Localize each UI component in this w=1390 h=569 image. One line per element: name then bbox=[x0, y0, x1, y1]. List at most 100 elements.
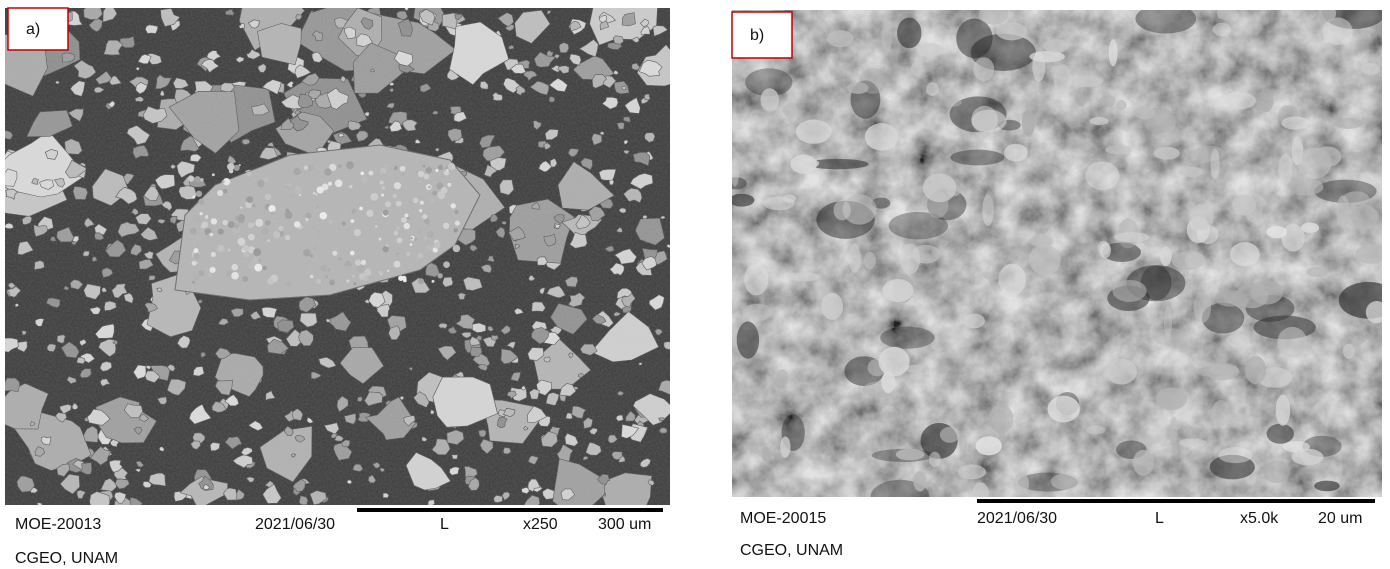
grain bbox=[731, 158, 739, 186]
grain bbox=[1047, 396, 1079, 423]
scale-bar bbox=[977, 499, 1375, 503]
grain bbox=[1366, 301, 1388, 323]
grain bbox=[1043, 39, 1069, 53]
grain bbox=[882, 279, 913, 302]
grain bbox=[1215, 290, 1247, 306]
sem-image-b bbox=[725, 0, 1390, 514]
grain bbox=[1277, 327, 1307, 358]
grain bbox=[976, 436, 1002, 455]
cavity bbox=[737, 321, 759, 358]
institution: CGEO, UNAM bbox=[15, 550, 118, 567]
grain bbox=[776, 369, 788, 387]
grain bbox=[923, 173, 957, 202]
cavity bbox=[880, 327, 934, 349]
grain bbox=[959, 433, 967, 453]
grain bbox=[879, 347, 910, 377]
grain bbox=[761, 446, 770, 461]
cavity bbox=[1135, 4, 1196, 34]
grain bbox=[1105, 145, 1132, 154]
grain bbox=[864, 252, 876, 270]
grain bbox=[1210, 148, 1219, 179]
grain bbox=[1292, 449, 1324, 465]
grain bbox=[1218, 447, 1252, 463]
grain bbox=[1106, 359, 1137, 385]
grain bbox=[1029, 245, 1061, 275]
grain bbox=[763, 196, 794, 210]
date: 2021/06/30 bbox=[977, 510, 1057, 527]
sample-id: MOE-20013 bbox=[15, 516, 101, 533]
grain bbox=[1318, 4, 1336, 22]
grain bbox=[760, 88, 779, 111]
grain bbox=[940, 427, 960, 443]
grain bbox=[833, 200, 850, 220]
grain bbox=[1075, 92, 1087, 106]
grain bbox=[918, 43, 942, 57]
grain bbox=[1004, 144, 1028, 161]
grain bbox=[1179, 167, 1203, 177]
grain bbox=[1306, 267, 1328, 278]
grain bbox=[742, 304, 773, 321]
grain bbox=[1090, 117, 1109, 125]
grain bbox=[983, 271, 1005, 280]
scale-label: 300 um bbox=[598, 516, 651, 533]
grain bbox=[1193, 146, 1226, 162]
grain bbox=[1162, 127, 1182, 144]
grain bbox=[790, 155, 817, 174]
grain bbox=[1133, 450, 1154, 476]
panel-label: b) bbox=[750, 27, 764, 44]
grain bbox=[1100, 95, 1116, 107]
grain bbox=[1351, 204, 1378, 230]
grain bbox=[1245, 198, 1262, 223]
cavity bbox=[729, 194, 754, 207]
grain bbox=[1301, 223, 1319, 233]
grain bbox=[1085, 161, 1119, 190]
grain bbox=[1051, 473, 1080, 489]
grain bbox=[1164, 306, 1172, 338]
grain bbox=[1343, 344, 1355, 359]
detector: L bbox=[440, 516, 449, 533]
grain bbox=[790, 272, 820, 281]
grain bbox=[1185, 252, 1206, 268]
scale-label: 20 um bbox=[1318, 510, 1362, 527]
grain bbox=[989, 404, 1014, 433]
grain bbox=[865, 123, 899, 150]
grain bbox=[996, 22, 1027, 40]
grain bbox=[1112, 280, 1146, 302]
grain bbox=[1030, 141, 1039, 167]
grain bbox=[1160, 246, 1172, 266]
grain bbox=[1259, 88, 1273, 112]
grain bbox=[1336, 195, 1349, 227]
grain bbox=[1221, 92, 1256, 110]
grain bbox=[1226, 334, 1250, 348]
grain bbox=[1054, 64, 1072, 95]
grain bbox=[1190, 204, 1214, 230]
grain bbox=[1341, 152, 1370, 160]
grain bbox=[1212, 400, 1230, 426]
grain bbox=[1169, 416, 1178, 443]
grain bbox=[1135, 106, 1156, 119]
sem-image-a bbox=[0, 0, 681, 517]
scale-bar bbox=[357, 508, 663, 512]
grain bbox=[1109, 39, 1118, 66]
grain bbox=[1266, 226, 1287, 238]
grain bbox=[1116, 100, 1127, 110]
panel-label: a) bbox=[26, 21, 40, 38]
grain bbox=[1100, 242, 1111, 258]
grain bbox=[998, 264, 1026, 296]
grain bbox=[1205, 363, 1240, 380]
page: a) MOE-20013 2021/06/30 L x250 300 um CG… bbox=[0, 0, 1390, 569]
cavity bbox=[950, 150, 1004, 166]
grain bbox=[859, 68, 886, 94]
grain bbox=[1086, 425, 1105, 434]
detector: L bbox=[1155, 510, 1164, 527]
grain bbox=[1288, 178, 1323, 195]
grain bbox=[973, 57, 994, 81]
sample-id: MOE-20015 bbox=[740, 510, 826, 527]
grain bbox=[1071, 76, 1102, 88]
grain bbox=[1194, 291, 1211, 322]
grain bbox=[1022, 109, 1035, 137]
grain bbox=[1313, 146, 1341, 167]
grain bbox=[1278, 154, 1292, 185]
grain bbox=[929, 452, 941, 467]
cavity bbox=[1267, 424, 1294, 444]
